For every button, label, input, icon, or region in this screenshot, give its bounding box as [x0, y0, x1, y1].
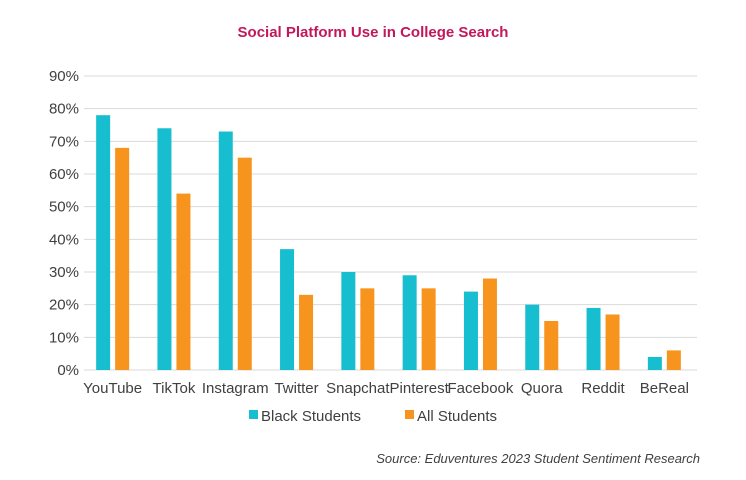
x-tick-label: Reddit	[581, 380, 625, 397]
bar-all-students-quora	[544, 321, 559, 370]
bar-all-students-instagram	[237, 157, 252, 370]
gridlines	[84, 75, 697, 371]
legend: Black Students All Students	[249, 408, 497, 425]
bars	[96, 115, 681, 370]
bar-black-students-tiktok	[157, 128, 172, 370]
bar-black-students-instagram	[218, 131, 233, 370]
bar-black-students-twitter	[280, 249, 295, 370]
bar-black-students-pinterest	[402, 275, 417, 370]
bar-all-students-twitter	[299, 294, 314, 370]
y-tick-label: 60%	[49, 166, 79, 183]
y-tick-label: 50%	[49, 199, 79, 216]
y-tick-label: 80%	[49, 101, 79, 118]
y-tick-label: 90%	[49, 68, 79, 85]
source-note: Source: Eduventures 2023 Student Sentime…	[376, 451, 700, 466]
bar-all-students-bereal	[666, 350, 681, 370]
legend-swatch	[405, 410, 414, 419]
bar-all-students-pinterest	[421, 288, 436, 370]
bar-black-students-facebook	[463, 291, 478, 370]
x-axis-ticks: YouTube TikTok Instagram Twitter Snapchat Pin…	[83, 380, 689, 397]
x-tick-label: Pinterest	[390, 380, 450, 397]
y-tick-label: 0%	[57, 362, 79, 379]
y-tick-label: 20%	[49, 297, 79, 314]
x-tick-label: Facebook	[448, 380, 514, 397]
bar-all-students-youtube	[115, 147, 130, 370]
x-tick-label: Snapchat	[326, 380, 390, 397]
bar-black-students-youtube	[96, 115, 111, 370]
bar-all-students-reddit	[605, 314, 620, 370]
legend-label: All Students	[417, 408, 497, 425]
bar-black-students-snapchat	[341, 272, 356, 370]
bar-all-students-snapchat	[360, 288, 375, 370]
y-axis-ticks: 0% 10% 20% 30% 40% 50% 60% 70% 80% 90%	[49, 68, 79, 379]
chart-title: Social Platform Use in College Search	[238, 24, 509, 41]
y-tick-label: 40%	[49, 231, 79, 248]
legend-label: Black Students	[261, 408, 361, 425]
y-tick-label: 70%	[49, 133, 79, 150]
x-tick-label: YouTube	[83, 380, 142, 397]
y-tick-label: 10%	[49, 329, 79, 346]
bar-black-students-quora	[525, 304, 540, 370]
x-tick-label: Instagram	[202, 380, 269, 397]
bar-black-students-bereal	[647, 356, 662, 370]
bar-all-students-tiktok	[176, 193, 191, 370]
legend-swatch	[249, 410, 258, 419]
x-tick-label: Quora	[521, 380, 563, 397]
x-tick-label: BeReal	[640, 380, 689, 397]
y-tick-label: 30%	[49, 264, 79, 281]
bar-black-students-reddit	[586, 307, 601, 370]
x-tick-label: Twitter	[274, 380, 318, 397]
x-tick-label: TikTok	[153, 380, 196, 397]
bar-all-students-facebook	[482, 278, 497, 370]
